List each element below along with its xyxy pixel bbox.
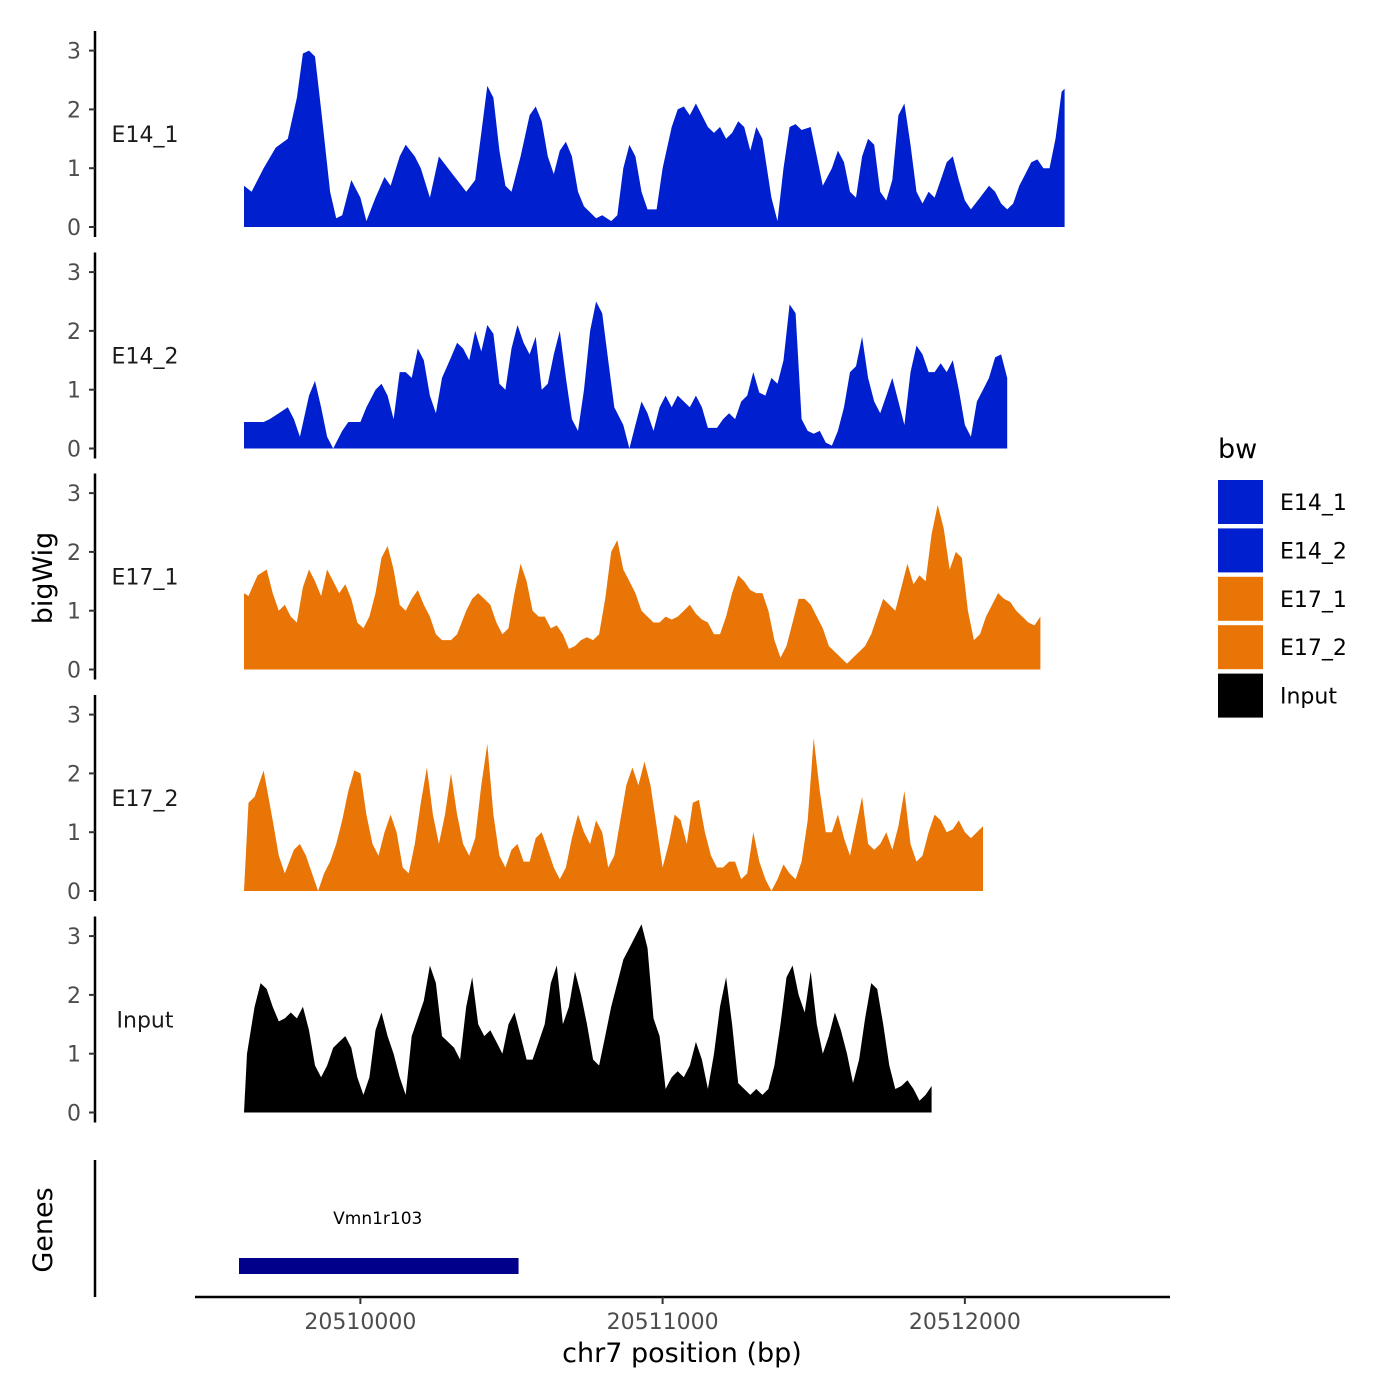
track-label: E14_2 (112, 345, 179, 370)
y-tick-label: 3 (67, 40, 81, 65)
legend-label: E14_1 (1280, 491, 1347, 516)
y-tick-label: 1 (67, 821, 81, 846)
y-tick-label: 2 (67, 98, 81, 123)
area-E17_2 (244, 738, 983, 891)
y-tick-label: 0 (67, 1102, 81, 1127)
gene-Vmn1r103 (239, 1258, 519, 1274)
track-Input: 0 1 2 3 Input (67, 916, 932, 1127)
legend-swatch-E14_2 (1218, 528, 1263, 573)
legend-label: E14_2 (1280, 539, 1347, 564)
y-tick-label: 1 (67, 379, 81, 404)
legend-title: bw (1218, 434, 1257, 465)
x-tick-label: 20510000 (304, 1310, 416, 1335)
track-label: E14_1 (112, 123, 179, 148)
legend-swatch-Input (1218, 673, 1263, 718)
y-tick-label: 0 (67, 216, 81, 241)
track-label: E17_1 (112, 566, 179, 591)
y-tick-label: 2 (67, 984, 81, 1009)
track-E14_1: 0 1 2 3 E14_1 (67, 31, 1065, 241)
gene-label: Vmn1r103 (333, 1209, 422, 1229)
y-tick-label: 1 (67, 600, 81, 625)
x-tick-label: 20511000 (607, 1310, 719, 1335)
y-tick-label: 1 (67, 157, 81, 182)
bigwig-tracks: 0 1 2 3 E14_1 0 1 2 3 E14_2 0 1 2 3 E17_1 0 1 2 3 E17_2 0 1 2 3… (67, 31, 1065, 1127)
track-label: Input (117, 1009, 174, 1034)
y-tick-label: 0 (67, 659, 81, 684)
y-tick-label: 1 (67, 1043, 81, 1068)
track-E14_2: 0 1 2 3 E14_2 (67, 252, 1008, 463)
legend-label: Input (1280, 685, 1337, 710)
y-tick-label: 0 (67, 880, 81, 905)
y-tick-label: 2 (67, 762, 81, 787)
track-E17_1: 0 1 2 3 E17_1 (67, 473, 1041, 684)
y-tick-label: 3 (67, 261, 81, 286)
x-axis: 20510000 20511000 20512000 (195, 1295, 1170, 1335)
legend-swatch-E17_2 (1218, 625, 1263, 670)
x-tick-label: 20512000 (909, 1310, 1021, 1335)
area-Input (244, 924, 932, 1113)
track-label: E17_2 (112, 787, 179, 812)
legend-label: E17_1 (1280, 588, 1347, 613)
area-E14_1 (244, 50, 1065, 227)
y-axis-title: bigWig (28, 532, 59, 625)
legend-swatch-E14_1 (1218, 480, 1263, 524)
y-tick-label: 0 (67, 438, 81, 463)
legend-swatch-E17_1 (1218, 576, 1263, 621)
y-tick-label: 3 (67, 482, 81, 507)
y-tick-label: 3 (67, 925, 81, 950)
area-E17_1 (244, 504, 1041, 670)
legend: bw E14_1 E14_2 E17_1 E17_2 Input (1218, 434, 1347, 718)
track-E17_2: 0 1 2 3 E17_2 (67, 695, 983, 905)
y-tick-label: 3 (67, 704, 81, 729)
area-E14_2 (244, 301, 1008, 449)
y-tick-label: 2 (67, 541, 81, 566)
genes-panel: Vmn1r103 (93, 1160, 519, 1297)
y-tick-label: 2 (67, 320, 81, 345)
x-axis-title: chr7 position (bp) (562, 1338, 802, 1369)
genes-panel-title: Genes (28, 1187, 59, 1272)
legend-label: E17_2 (1280, 636, 1347, 661)
